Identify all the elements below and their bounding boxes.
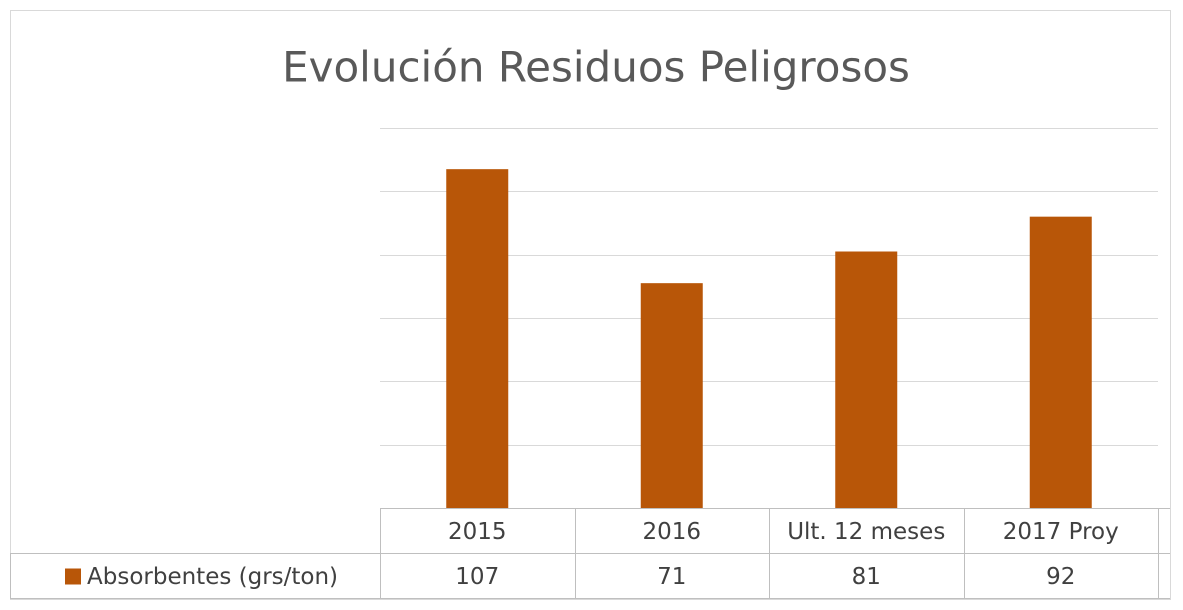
- legend-label: Absorbentes (grs/ton): [87, 564, 338, 590]
- table-value: 107: [455, 564, 499, 590]
- table-value: 92: [1046, 564, 1075, 590]
- chart-title: Evolución Residuos Peligrosos: [282, 43, 910, 92]
- x-tick-label: 2015: [448, 519, 507, 545]
- table-value: 81: [852, 564, 881, 590]
- chart-frame: [10, 10, 1171, 600]
- bar: [1029, 216, 1092, 508]
- x-tick-label: 2016: [642, 519, 701, 545]
- x-tick-label: 2017 Proy: [1003, 519, 1119, 545]
- bar: [640, 283, 703, 508]
- table-value: 71: [657, 564, 686, 590]
- bar: [446, 169, 509, 508]
- legend-swatch: [65, 568, 81, 585]
- bar: [835, 251, 898, 508]
- x-tick-label: Ult. 12 meses: [787, 519, 945, 545]
